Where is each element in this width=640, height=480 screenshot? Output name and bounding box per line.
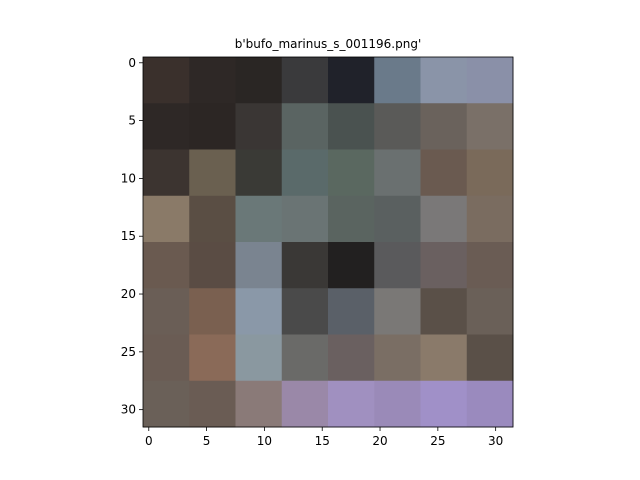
image-block xyxy=(420,149,468,197)
image-block xyxy=(420,57,468,104)
image-block xyxy=(189,103,236,150)
image-block xyxy=(466,103,514,150)
image-block xyxy=(143,195,190,243)
image-block xyxy=(235,195,283,243)
image-block xyxy=(143,334,190,382)
image-block xyxy=(374,242,421,289)
image-block xyxy=(281,334,329,382)
image-block xyxy=(281,380,329,428)
y-tick-label: 0 xyxy=(128,56,136,70)
y-tick-label: 15 xyxy=(121,229,136,243)
x-tick-label: 0 xyxy=(145,434,153,448)
image-block xyxy=(189,195,236,243)
image-block xyxy=(143,380,190,428)
image-block xyxy=(328,334,375,382)
x-tick-label: 25 xyxy=(430,434,445,448)
image-block xyxy=(235,57,283,104)
x-tick-label: 5 xyxy=(203,434,211,448)
x-tick-label: 20 xyxy=(372,434,387,448)
image-block xyxy=(143,242,190,289)
image-block xyxy=(466,195,514,243)
image-block xyxy=(143,103,190,150)
x-tick-label: 30 xyxy=(488,434,503,448)
image-block xyxy=(466,242,514,289)
image-block xyxy=(189,149,236,197)
image-block xyxy=(189,288,236,335)
x-tick-label: 10 xyxy=(257,434,272,448)
image-block xyxy=(374,195,421,243)
image-block xyxy=(328,288,375,335)
image-block xyxy=(235,380,283,428)
image-block xyxy=(328,149,375,197)
y-tick-label: 30 xyxy=(121,403,136,417)
image-block xyxy=(420,195,468,243)
image-block xyxy=(466,149,514,197)
image-block xyxy=(281,57,329,104)
image-block xyxy=(466,57,514,104)
y-tick-label: 20 xyxy=(121,287,136,301)
image-block xyxy=(466,380,514,428)
image-block xyxy=(189,242,236,289)
axes-frame xyxy=(142,56,514,428)
image-block xyxy=(374,149,421,197)
chart-title: b'bufo_marinus_s_001196.png' xyxy=(235,37,422,51)
image-block xyxy=(189,57,236,104)
image-block xyxy=(189,380,236,428)
image-block xyxy=(328,195,375,243)
x-tick-label: 15 xyxy=(315,434,330,448)
image-block xyxy=(374,380,421,428)
image-block xyxy=(281,149,329,197)
y-tick-label: 10 xyxy=(121,171,136,185)
image-block xyxy=(374,103,421,150)
image-block xyxy=(374,334,421,382)
image-block xyxy=(235,242,283,289)
image-block xyxy=(281,288,329,335)
image-block xyxy=(281,195,329,243)
image-block xyxy=(281,242,329,289)
image-block xyxy=(420,103,468,150)
image-block xyxy=(328,103,375,150)
image xyxy=(143,57,514,428)
image-block xyxy=(374,57,421,104)
image-block xyxy=(143,288,190,335)
image-block xyxy=(235,288,283,335)
image-block xyxy=(420,334,468,382)
image-block xyxy=(328,57,375,104)
image-block xyxy=(374,288,421,335)
y-tick-label: 25 xyxy=(121,345,136,359)
image-block xyxy=(189,334,236,382)
image-block xyxy=(143,149,190,197)
image-block xyxy=(420,380,468,428)
image-block xyxy=(235,334,283,382)
image-block xyxy=(466,334,514,382)
image-block xyxy=(420,288,468,335)
image-block xyxy=(328,242,375,289)
image-block xyxy=(143,57,190,104)
image-block xyxy=(281,103,329,150)
y-tick-label: 5 xyxy=(128,114,136,128)
image-block xyxy=(420,242,468,289)
image-block xyxy=(235,149,283,197)
image-block xyxy=(235,103,283,150)
image-block xyxy=(466,288,514,335)
image-block xyxy=(328,380,375,428)
